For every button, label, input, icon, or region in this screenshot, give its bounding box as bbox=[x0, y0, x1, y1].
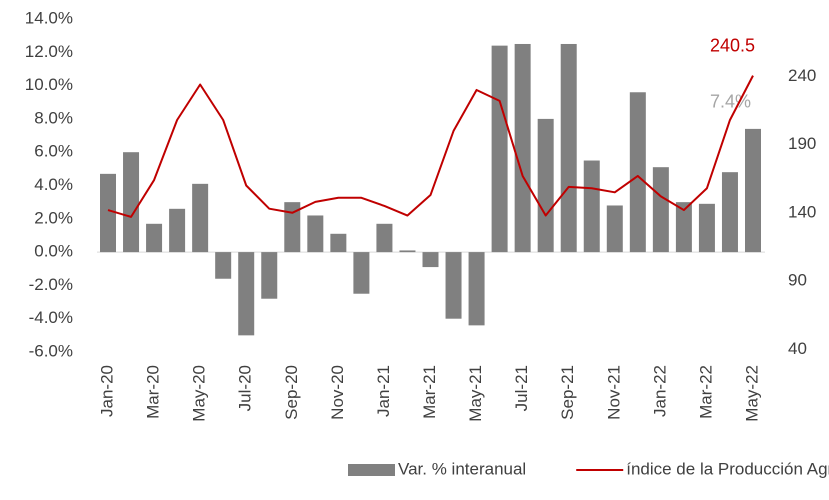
y-tick-label: 0.0% bbox=[34, 242, 73, 261]
y-tick-label: 2.0% bbox=[34, 208, 73, 227]
bar bbox=[353, 252, 370, 294]
x-tick-label: Nov-20 bbox=[328, 365, 347, 420]
legend-label: Var. % interanual bbox=[398, 459, 526, 478]
y2-tick-label: 190 bbox=[788, 134, 816, 153]
x-tick-label: May-20 bbox=[190, 365, 209, 422]
y-tick-label: -6.0% bbox=[29, 341, 73, 360]
bar bbox=[745, 128, 761, 253]
bar bbox=[422, 252, 439, 268]
bar bbox=[307, 215, 324, 253]
legend-swatch bbox=[348, 464, 395, 476]
bar bbox=[583, 160, 600, 253]
bar bbox=[261, 252, 278, 299]
x-tick-label: May-22 bbox=[742, 365, 761, 422]
x-tick-label: Jan-20 bbox=[97, 365, 116, 417]
y-tick-label: -2.0% bbox=[29, 275, 73, 294]
y-tick-label: 12.0% bbox=[25, 42, 73, 61]
x-tick-label: Jul-21 bbox=[512, 365, 531, 411]
bar bbox=[537, 118, 554, 253]
bar bbox=[698, 203, 715, 253]
y2-tick-label: 240 bbox=[788, 66, 816, 85]
bar bbox=[215, 252, 232, 279]
bar bbox=[629, 92, 646, 253]
x-tick-label: Mar-20 bbox=[144, 365, 163, 419]
x-tick-label: Mar-21 bbox=[420, 365, 439, 419]
bar bbox=[238, 252, 255, 336]
bar bbox=[123, 152, 140, 253]
bar bbox=[514, 43, 531, 253]
data-label: 240.5 bbox=[710, 35, 755, 55]
x-tick-label: Nov-21 bbox=[604, 365, 623, 420]
bar bbox=[284, 202, 301, 253]
bar bbox=[652, 167, 669, 253]
bar bbox=[376, 223, 393, 253]
y-tick-label: 4.0% bbox=[34, 175, 73, 194]
x-tick-label: Sep-20 bbox=[282, 365, 301, 420]
y2-tick-label: 90 bbox=[788, 271, 807, 290]
y2-tick-label: 40 bbox=[788, 339, 807, 358]
bar bbox=[146, 223, 163, 253]
bar bbox=[192, 183, 209, 253]
bar bbox=[330, 233, 347, 253]
bar bbox=[169, 208, 186, 253]
y-tick-label: 10.0% bbox=[25, 75, 73, 94]
bar bbox=[468, 252, 485, 326]
x-tick-label: Jan-21 bbox=[374, 365, 393, 417]
legend-label: índice de la Producción Agropecuaria bbox=[626, 459, 829, 478]
bar bbox=[606, 205, 623, 253]
bar bbox=[491, 45, 508, 253]
line bbox=[107, 75, 754, 218]
x-tick-label: Jan-22 bbox=[650, 365, 669, 417]
x-tick-label: May-21 bbox=[466, 365, 485, 422]
bar bbox=[721, 172, 738, 253]
bar bbox=[399, 250, 416, 253]
bar bbox=[675, 202, 692, 253]
x-tick-label: Mar-22 bbox=[696, 365, 715, 419]
data-label: 7.4% bbox=[710, 92, 751, 112]
y-tick-label: 14.0% bbox=[25, 8, 73, 27]
x-tick-label: Jul-20 bbox=[236, 365, 255, 411]
y-tick-label: 8.0% bbox=[34, 108, 73, 127]
x-tick-label: Sep-21 bbox=[558, 365, 577, 420]
y-tick-label: -4.0% bbox=[29, 308, 73, 327]
y-tick-label: 6.0% bbox=[34, 142, 73, 161]
bar bbox=[560, 43, 577, 253]
bar bbox=[100, 173, 116, 253]
y2-tick-label: 140 bbox=[788, 202, 816, 221]
bar bbox=[445, 252, 462, 319]
